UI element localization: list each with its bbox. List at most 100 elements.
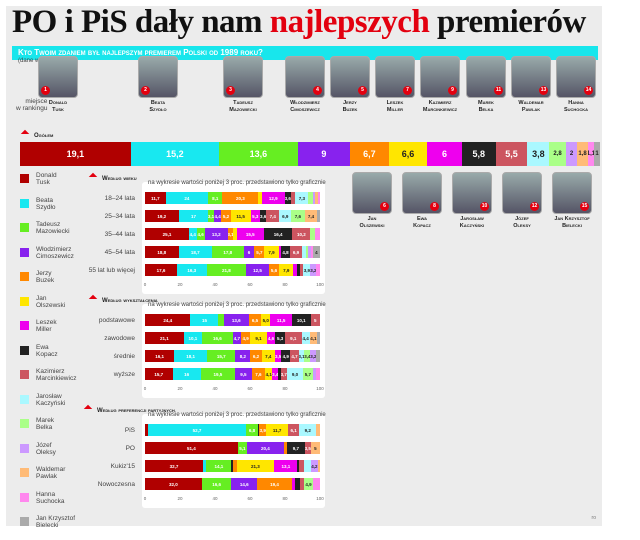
legend-swatch	[20, 345, 29, 355]
row-label: zawodowe	[104, 334, 135, 342]
segment-buzek: 19,4	[257, 478, 292, 490]
segment-kopacz: 5,3	[275, 332, 285, 344]
x-tick: 100	[316, 496, 324, 501]
portrait-bielecki: 15 Jan Krzysztof Bielecki	[550, 172, 594, 230]
person-name: Tadeusz Mazowiecki	[229, 100, 257, 113]
segment-buzek: 5,7	[254, 246, 265, 258]
segment-buzek: 20,3	[222, 192, 259, 204]
x-tick: 60	[247, 496, 253, 501]
portrait-miller: 7 Leszek Miller	[373, 56, 417, 114]
legend-item-kaczynski: Jarosław Kaczyński	[20, 393, 76, 418]
legend-label: Leszek Miller	[36, 319, 57, 333]
segment-tusk: 24,4	[145, 314, 191, 326]
segment-bielecki	[317, 332, 320, 344]
rank-badge: 7	[403, 86, 412, 95]
segment-mazowiecki: 21,8	[206, 264, 247, 276]
segment-tusk: 16,1	[145, 350, 175, 362]
overall-segment-pawlak: 1,8	[577, 142, 588, 166]
segment-miller	[278, 246, 282, 258]
overall-segment-belka: 2,8	[549, 142, 566, 166]
page-number: ro	[591, 515, 596, 521]
rank-badge: 6	[380, 202, 389, 211]
segment-kopacz	[295, 478, 300, 490]
segment-tusk: 25,1	[145, 228, 189, 240]
person-name: Hanna Suchocka	[563, 100, 589, 113]
segment-olszewski: 4,1	[265, 368, 273, 380]
segment-marcinkiewicz: 6,1	[287, 424, 300, 436]
legend-item-szydlo: Beata Szydło	[20, 197, 76, 222]
section-age: Według wieku	[88, 172, 137, 182]
person-name: Marek Belka	[478, 100, 494, 113]
segment-buzek: 3,9	[259, 424, 267, 436]
stacked-bar-row: 16,1 18,1 15,7 8,2 6,2 7,4 3,5 4,9 4,7 3,1 3,4 3,2	[145, 350, 320, 362]
segment-marcinkiewicz: 9,1	[284, 332, 302, 344]
portrait-mazowiecki: 3 Tadeusz Mazowiecki	[221, 56, 265, 114]
row-label: Kukiz'15	[110, 462, 135, 470]
legend-label: Włodzimierz Cimoszewicz	[36, 245, 74, 260]
segment-marcinkiewicz: 5	[310, 314, 320, 326]
person-name: Jerzy Buzek	[342, 100, 358, 113]
segment-tusk: 17,6	[145, 264, 177, 276]
segment-kaczynski: 7,3	[295, 192, 309, 204]
segment-cimoszewicz: 4,4	[213, 210, 222, 222]
segment-miller	[291, 478, 296, 490]
legend-swatch	[20, 468, 29, 477]
legend-swatch	[20, 198, 29, 208]
overall-segment-mazowiecki: 13,6	[218, 142, 298, 166]
legend-label: Ewa Kopacz	[36, 343, 58, 358]
segment-mazowiecki: 8,1	[208, 192, 223, 204]
page-title: PO i PiS dały nam najlepszych premierów	[12, 4, 586, 40]
portrait-szydło: 2 Beata Szydło	[136, 56, 180, 114]
person-name: Beata Szydło	[149, 100, 167, 113]
stacked-bar-row: 19,2 17 3,1 4,4 5,2 11,5 5,3 3,6 7,4 6,9 7,6 7,4	[145, 210, 320, 222]
legend-item-bielecki: Jan Krzysztof Bielecki	[20, 515, 76, 540]
legend-item-tusk: Donald Tusk	[20, 172, 76, 197]
person-name: Kazimierz Marcinkiewicz	[422, 100, 458, 113]
legend-swatch	[20, 272, 29, 281]
segment-pawlak: 5	[310, 442, 320, 454]
chart-note: na wykresie wartości poniżej 3 proc. prz…	[148, 302, 326, 308]
segment-tusk: 21,1	[145, 332, 184, 344]
x-tick: 80	[282, 386, 288, 391]
portrait-cimoszewicz: 4 Włodzimierz Cimoszewicz	[283, 56, 327, 114]
legend-label: Donald Tusk	[36, 172, 57, 186]
rank-note: miejsce w rankingu	[16, 98, 48, 112]
segment-szydlo: 4,4	[188, 228, 197, 240]
portrait-photo: 15	[552, 172, 592, 214]
segment-olszewski: 7,4	[261, 350, 275, 362]
stacked-chart-1: na wykresie wartości poniżej 3 proc. prz…	[80, 302, 326, 400]
segment-kaczynski: 3,9	[303, 264, 311, 276]
segment-olszewski: 7,9	[279, 264, 294, 276]
segment-mazowiecki: 5,1	[237, 442, 248, 454]
segment-kopacz: 10,1	[291, 314, 311, 326]
x-tick: 20	[177, 386, 183, 391]
segment-tusk: 51,4	[145, 442, 238, 454]
legend-swatch	[20, 174, 29, 183]
x-tick: 100	[316, 386, 324, 391]
segment-buzek: 4,9	[241, 332, 251, 344]
segment-mazowiecki	[218, 314, 224, 326]
legend-swatch	[20, 223, 29, 232]
segment-cimoszewicz: 8,2	[235, 350, 251, 362]
segment-mazowiecki: 17,8	[211, 246, 244, 258]
rank-badge: 5	[358, 86, 367, 95]
segment-buzek: 5,6	[268, 264, 280, 276]
rank-badge: 14	[584, 86, 593, 95]
legend-item-cimoszewicz: Włodzimierz Cimoszewicz	[20, 246, 76, 271]
segment-miller: 5,3	[250, 210, 260, 222]
segment-suchocka	[316, 264, 320, 276]
legend-swatch	[20, 370, 29, 379]
rank-badge: 3	[226, 86, 235, 95]
legend-label: Jarosław Kaczyński	[36, 392, 66, 407]
segment-tusk	[145, 424, 149, 436]
segment-kopacz	[231, 460, 233, 472]
row-label: 45–54 lata	[104, 248, 135, 256]
section-party: Według preferencji partyjnych	[83, 404, 175, 414]
segment-belka: 4,9	[304, 478, 313, 490]
portrait-olszewski: 6 Jan Olszewski	[350, 172, 394, 230]
segment-kaczynski: 3,1	[298, 350, 305, 362]
arrow-icon	[88, 172, 98, 182]
segment-olszewski: 9,1	[250, 332, 267, 344]
legend-label: Józef Oleksy	[36, 441, 56, 456]
portrait-belka: 11 Marek Belka	[464, 56, 508, 114]
